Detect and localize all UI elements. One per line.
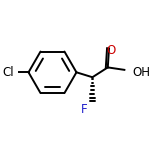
Text: OH: OH	[132, 66, 150, 79]
Text: Cl: Cl	[2, 66, 14, 79]
Text: O: O	[106, 44, 116, 57]
Text: F: F	[81, 103, 87, 116]
